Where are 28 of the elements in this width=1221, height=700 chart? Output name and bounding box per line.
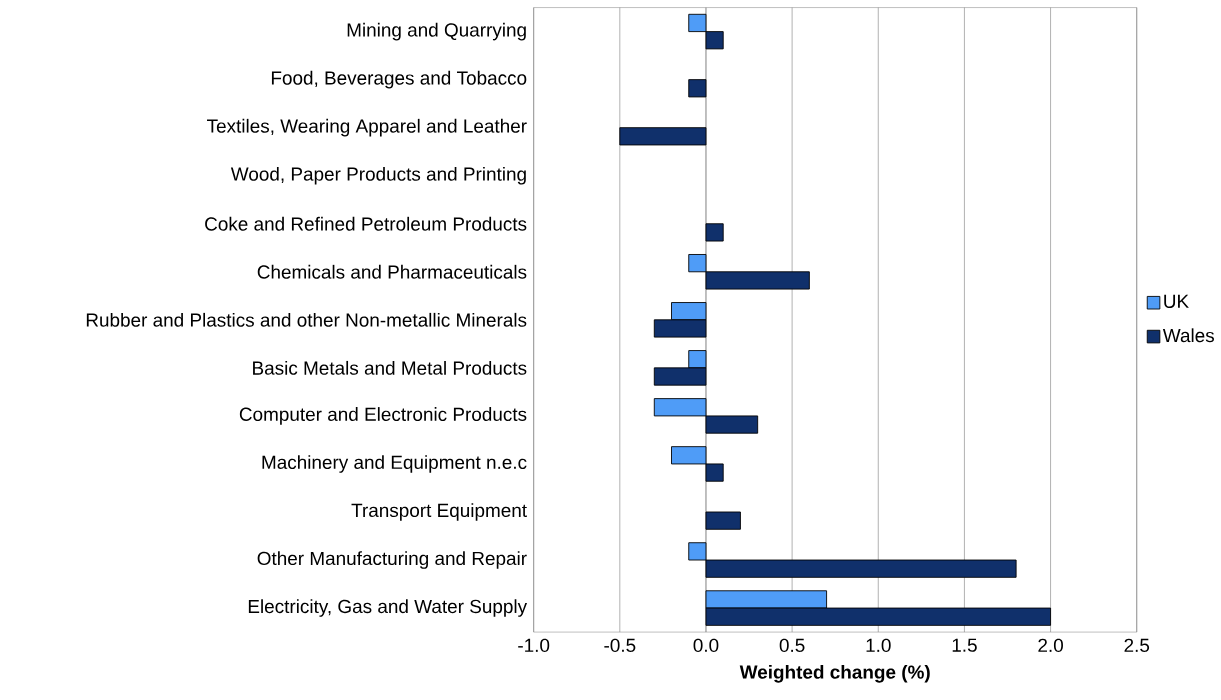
y-tick-label: Rubber and Plastics and other Non-metallic Minerals [86,312,527,327]
y-tick-label: Computer and Electronic Products [239,406,527,425]
x-tick-label: 2.5 [1124,638,1150,652]
y-tick-label: Basic Metals and Metal Products [253,360,527,375]
bar [705,511,741,530]
x-tick-label: 0.0 [693,638,719,652]
bar [705,223,724,242]
legend-label: Wales [1162,328,1214,343]
y-tick-label: Coke and Refined Petroleum Products [205,216,527,231]
y-tick-label: Chemicals and Pharmaceuticals [257,264,527,279]
y-tick-label: Food, Beverages and Tobacco [271,70,527,89]
x-tick-label: 0.5 [779,638,805,652]
y-tick-label: Mining and Quarrying [347,22,526,41]
x-tick-label: 1.0 [866,638,891,652]
y-tick-label: Other Manufacturing and Repair [257,551,527,569]
y-tick-label: Transport Equipment [351,503,527,521]
x-tick-label: 1.5 [952,638,977,652]
bar [688,79,707,98]
x-tick-label: -0.5 [604,638,636,652]
y-tick-label: Textiles, Wearing Apparel and Leather [207,118,527,137]
x-tick-label: -1.0 [518,638,550,652]
x-axis-title: Weighted change (%) [739,664,930,683]
y-tick-label: Electricity, Gas and Water Supply [248,599,528,617]
legend-label: UK [1164,294,1189,308]
y-tick-label: Wood, Paper Products and Printing [230,166,526,185]
x-tick-label: 2.0 [1038,638,1063,652]
y-tick-label: Machinery and Equipment n.e.c [262,455,527,473]
bar [619,127,707,146]
